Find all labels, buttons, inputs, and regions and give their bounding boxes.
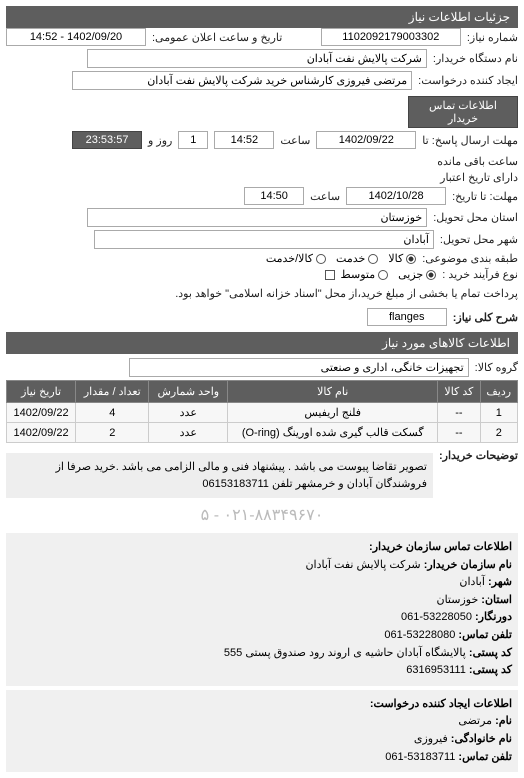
field-buyer-org: شرکت پالایش نفت آبادان xyxy=(87,49,427,68)
radio-minor[interactable]: جزیی xyxy=(398,268,436,281)
table-row: 2--گسکت قالب گیری شده اورینگ (O-ring)عدد… xyxy=(7,423,518,443)
field-deadline-time: 14:52 xyxy=(214,131,274,149)
label-buyer-notes: توضیحات خریدار: xyxy=(439,449,518,462)
table-header: تاریخ نیاز xyxy=(7,381,76,403)
field-time-left: 23:53:57 xyxy=(72,131,142,149)
field-group: تجهیزات خانگی، اداری و صنعتی xyxy=(129,358,469,377)
label-expire-time: ساعت xyxy=(310,190,340,203)
label-deadline: مهلت ارسال پاسخ: تا xyxy=(422,134,518,147)
radio-goods[interactable]: کالا xyxy=(388,252,416,265)
treasury-note: پرداخت تمام یا بخشی از مبلغ خرید،از محل … xyxy=(175,287,518,300)
purchase-radio-group: جزیی متوسط xyxy=(341,268,437,281)
label-keyword: شرح کلی نیاز: xyxy=(453,311,518,324)
label-public-date: تاریخ و ساعت اعلان عمومی: xyxy=(152,31,282,44)
field-expire-time: 14:50 xyxy=(244,187,304,205)
radio-service[interactable]: خدمت xyxy=(336,252,378,265)
radio-medium[interactable]: متوسط xyxy=(341,268,389,281)
field-expire-date: 1402/10/28 xyxy=(346,187,446,205)
field-creator: مرتضی فیروزی کارشناس خرید شرکت پالایش نف… xyxy=(72,71,412,90)
field-days-left: 1 xyxy=(178,131,208,149)
contact-line: استان: خوزستان xyxy=(12,592,512,610)
label-creator: ایجاد کننده درخواست: xyxy=(418,74,518,87)
items-table: ردیفکد کالانام کالاواحد شمارشتعداد / مقد… xyxy=(6,380,518,443)
creator-contact: اطلاعات ایجاد کننده درخواست: نام: مرتضین… xyxy=(6,690,518,772)
label-expire: مهلت: تا تاریخ: xyxy=(452,190,518,203)
contact-line: تلفن تماس: 53228080-061 xyxy=(12,627,512,645)
buyer-org-contact: اطلاعات تماس سازمان خریدار: نام سازمان خ… xyxy=(6,533,518,686)
label-city: شهر محل تحویل: xyxy=(440,233,518,246)
field-province: خوزستان xyxy=(87,208,427,227)
label-expire-credit: دارای تاریخ اعتبار xyxy=(440,171,518,184)
field-request-number: 1102092179003302 xyxy=(321,28,461,46)
items-section-title: اطلاعات کالاهای مورد نیاز xyxy=(6,332,518,354)
contact-line: تلفن تماس: 53183711-061 xyxy=(12,749,512,767)
contact-line: دورنگار: 53228050-061 xyxy=(12,609,512,627)
label-province: استان محل تحویل: xyxy=(433,211,518,224)
contact-line: نام خانوادگی: فیروزی xyxy=(12,731,512,749)
radio-goods-service[interactable]: کالا/خدمت xyxy=(266,252,326,265)
label-deadline-time: ساعت xyxy=(280,134,310,147)
field-deadline-date: 1402/09/22 xyxy=(316,131,416,149)
buyer-notes-text: تصویر تقاضا پیوست می باشد . پیشنهاد فنی … xyxy=(6,453,433,498)
contact-line: کد پستی: پالایشگاه آبادان حاشیه ی اروند … xyxy=(12,645,512,663)
watermark-phone: ۰۲۱-۸۸۳۴۹۶۷۰ - ۵ xyxy=(6,501,518,529)
contact-line: شهر: آبادان xyxy=(12,574,512,592)
contact-line: کد پستی: 6316953111 xyxy=(12,662,512,680)
table-header: واحد شمارش xyxy=(149,381,228,403)
label-buyer-org: نام دستگاه خریدار: xyxy=(433,52,518,65)
table-header: کد کالا xyxy=(438,381,480,403)
table-header: تعداد / مقدار xyxy=(76,381,149,403)
label-remaining: ساعت باقی مانده xyxy=(437,155,518,168)
contact2-title: اطلاعات ایجاد کننده درخواست: xyxy=(12,696,512,714)
field-public-date: 1402/09/20 - 14:52 xyxy=(6,28,146,46)
label-purchase-type: نوع فرآیند خرید : xyxy=(442,268,518,281)
table-header: ردیف xyxy=(480,381,517,403)
treasury-checkbox[interactable] xyxy=(325,270,335,280)
field-keyword: flanges xyxy=(367,308,447,326)
buyer-contact-button[interactable]: اطلاعات تماس خریدار xyxy=(408,96,518,128)
label-subject-class: طبقه بندی موضوعی: xyxy=(422,252,518,265)
page-header: جزئیات اطلاعات نیاز xyxy=(6,6,518,28)
subject-radio-group: کالا خدمت کالا/خدمت xyxy=(266,252,416,265)
label-request-number: شماره نیاز: xyxy=(467,31,518,44)
table-header: نام کالا xyxy=(228,381,438,403)
label-group: گروه کالا: xyxy=(475,361,518,374)
contact-line: نام سازمان خریدار: شرکت پالایش نفت آبادا… xyxy=(12,557,512,575)
contact1-title: اطلاعات تماس سازمان خریدار: xyxy=(12,539,512,557)
field-city: آبادان xyxy=(94,230,434,249)
table-row: 1--فلنج اریفیسعدد41402/09/22 xyxy=(7,403,518,423)
contact-line: نام: مرتضی xyxy=(12,713,512,731)
label-days: روز و xyxy=(148,134,172,147)
